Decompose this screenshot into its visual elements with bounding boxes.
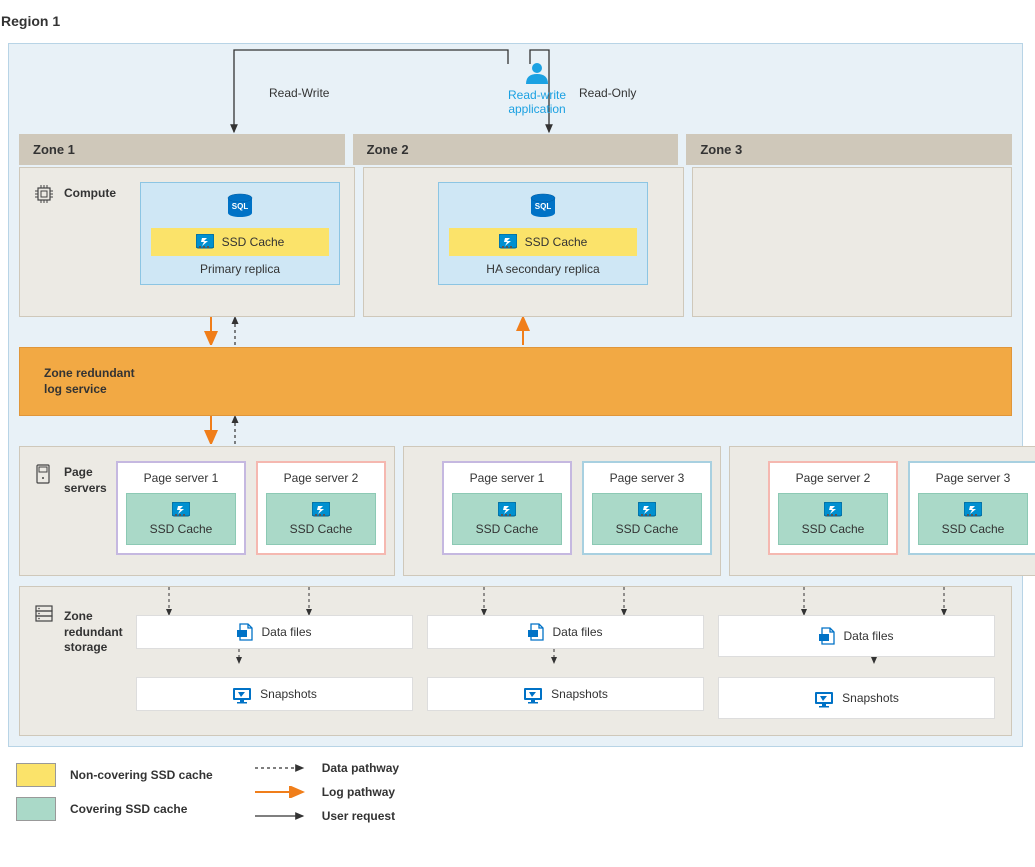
page-server-name: Page server 2 <box>266 471 376 485</box>
data-files-row: Data files <box>136 615 413 649</box>
compute-band: Compute SSD Cache Primary replica SSD Ca… <box>19 165 1012 317</box>
legend-log-pathway: Log pathway <box>253 785 399 799</box>
ssd-cache-green: SSD Cache <box>126 493 236 545</box>
page-servers-label: Page servers <box>64 465 124 496</box>
sql-icon <box>226 193 254 222</box>
file-icon <box>237 622 253 642</box>
snapshots-row: Snapshots <box>136 677 413 711</box>
cpu-icon <box>34 184 54 207</box>
server-icon <box>34 463 52 488</box>
page-server-box: Page server 1 SSD Cache <box>442 461 572 555</box>
page-server-box: Page server 3 SSD Cache <box>908 461 1035 555</box>
connection-label-left: Read-Write <box>269 86 329 100</box>
region-title: Region 1 <box>0 7 1035 35</box>
compute-label: Compute <box>64 186 124 202</box>
data-files-row: Data files <box>718 615 995 657</box>
legend-data-pathway: Data pathway <box>253 761 399 775</box>
page-server-name: Page server 2 <box>778 471 888 485</box>
ssd-cache-yellow: SSD Cache <box>449 228 637 256</box>
legend-covering: Covering SSD cache <box>16 797 213 821</box>
zone-3-header: Zone 3 <box>686 134 1012 165</box>
storage-icon <box>34 603 54 626</box>
secondary-replica-box: SSD Cache HA secondary replica <box>438 182 648 285</box>
legend-non-covering: Non-covering SSD cache <box>16 763 213 787</box>
log-page-connectors <box>19 416 1012 444</box>
ssd-cache-green: SSD Cache <box>778 493 888 545</box>
snapshots-row: Snapshots <box>718 677 995 719</box>
legend-user-request: User request <box>253 809 399 823</box>
page-server-name: Page server 3 <box>918 471 1028 485</box>
page-server-name: Page server 1 <box>452 471 562 485</box>
page-server-box: Page server 1 SSD Cache <box>116 461 246 555</box>
page-server-box: Page server 3 SSD Cache <box>582 461 712 555</box>
sql-icon <box>529 193 557 222</box>
ssd-cache-green: SSD Cache <box>918 493 1028 545</box>
snapshot-icon <box>523 684 543 704</box>
snapshot-icon <box>814 688 834 708</box>
ssd-cache-yellow: SSD Cache <box>151 228 329 256</box>
zone-1-header: Zone 1 <box>19 134 345 165</box>
zone-2-header: Zone 2 <box>353 134 679 165</box>
replica-name: HA secondary replica <box>449 262 637 276</box>
data-files-row: Data files <box>427 615 704 649</box>
page-server-box: Page server 2 SSD Cache <box>768 461 898 555</box>
snapshots-row: Snapshots <box>427 677 704 711</box>
connection-label-right: Read-Only <box>579 86 636 100</box>
page-servers-band: Page servers Page server 1SSD CachePage … <box>19 444 1012 576</box>
compute-log-connectors <box>19 317 1012 345</box>
file-icon <box>528 622 544 642</box>
file-icon <box>819 626 835 646</box>
application-row: Read-write application Read-Write Read-O… <box>19 44 1012 134</box>
snapshot-icon <box>232 684 252 704</box>
page-server-name: Page server 1 <box>126 471 236 485</box>
storage-label: Zone redundant storage <box>64 609 124 656</box>
legend: Non-covering SSD cache Covering SSD cach… <box>8 761 1027 823</box>
application-label: Read-write application <box>508 88 566 117</box>
ssd-cache-green: SSD Cache <box>452 493 562 545</box>
log-service-band: Zone redundant log service <box>19 347 1012 416</box>
ssd-cache-green: SSD Cache <box>592 493 702 545</box>
region-container: Read-write application Read-Write Read-O… <box>8 43 1023 747</box>
ssd-cache-green: SSD Cache <box>266 493 376 545</box>
storage-band: Zone redundant storage Data files Data f… <box>19 586 1012 736</box>
application-icon: Read-write application <box>508 62 566 117</box>
replica-name: Primary replica <box>151 262 329 276</box>
primary-replica-box: SSD Cache Primary replica <box>140 182 340 285</box>
page-server-name: Page server 3 <box>592 471 702 485</box>
page-server-box: Page server 2 SSD Cache <box>256 461 386 555</box>
zone-headers: Zone 1 Zone 2 Zone 3 <box>19 134 1012 165</box>
